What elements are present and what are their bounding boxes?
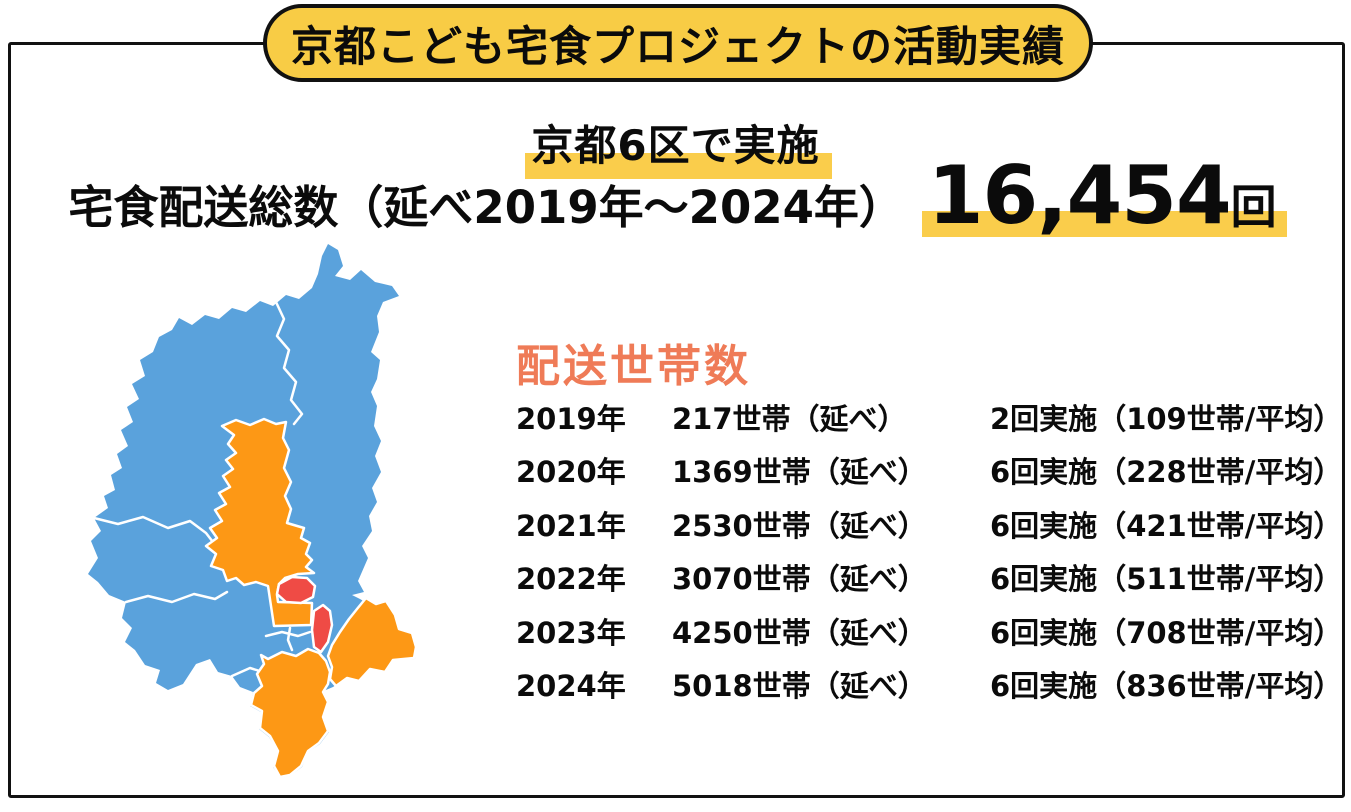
ward-region-east-orange [326,596,418,688]
implemented-wards-text: 京都6区で実施 [525,112,832,179]
header-line1: 京都6区で実施 [0,112,1351,179]
row-year: 2022年 [516,562,626,597]
kyoto-wards-map [88,244,418,779]
ward-region-central-orange [204,417,316,628]
page-title: 京都こども宅食プロジェクトの活動実績 [290,21,1065,71]
row-year: 2020年 [516,455,626,490]
row-sessions-count: 2回実施 [990,401,1098,436]
row-households: 1369世帯（延べ） [672,455,927,490]
delivery-row-2021: 2021年 2530世帯（延べ） 6回実施（421世帯/平均） [516,497,1342,551]
ward-region-red-center [275,575,317,605]
header-line2: 宅食配送総数（延べ2019年～2024年） 16,454回 [0,156,1351,237]
total-count-unit: 回 [1230,180,1277,234]
row-year: 2021年 [516,508,626,543]
row-sessions-count: 6回実施 [990,562,1098,597]
total-deliveries-label: 宅食配送総数（延べ2019年～2024年） [68,181,904,234]
row-year: 2024年 [516,669,626,704]
total-count-value: 16,454 [927,149,1232,242]
row-average: （708世帯/平均） [1097,615,1343,650]
delivery-row-2019: 2019年 217世帯（延べ） 2回実施（109世帯/平均） [516,390,1342,444]
row-average: （421世帯/平均） [1097,508,1343,543]
row-average: （228世帯/平均） [1097,455,1343,490]
row-households: 2530世帯（延べ） [672,508,927,543]
delivery-rows: 2019年 217世帯（延べ） 2回実施（109世帯/平均） 2020年 136… [516,390,1342,712]
delivery-row-2020: 2020年 1369世帯（延べ） 6回実施（228世帯/平均） [516,444,1342,498]
row-sessions-count: 6回実施 [990,615,1098,650]
row-sessions-count: 6回実施 [990,508,1098,543]
ward-region-south-orange [249,647,332,779]
ward-region-red-strip [310,603,334,654]
row-sessions: 6回実施（836世帯/平均） [990,663,1342,705]
delivery-row-2024: 2024年 5018世帯（延べ） 6回実施（836世帯/平均） [516,658,1342,712]
row-households: 3070世帯（延べ） [672,562,927,597]
row-average: （109世帯/平均） [1097,401,1343,436]
row-year: 2023年 [516,615,626,650]
row-average: （836世帯/平均） [1097,669,1343,704]
row-average: （511世帯/平均） [1097,562,1343,597]
row-sessions: 6回実施（421世帯/平均） [990,503,1342,545]
title-badge: 京都こども宅食プロジェクトの活動実績 [263,4,1093,82]
row-sessions: 6回実施（511世帯/平均） [990,556,1342,598]
delivery-row-2022: 2022年 3070世帯（延べ） 6回実施（511世帯/平均） [516,551,1342,605]
total-deliveries-count: 16,454回 [921,156,1287,237]
row-sessions: 2回実施（109世帯/平均） [990,396,1342,438]
delivery-households-heading: 配送世帯数 [516,341,751,392]
row-sessions: 6回実施（228世帯/平均） [990,449,1342,491]
row-households: 4250世帯（延べ） [672,615,927,650]
row-sessions-count: 6回実施 [990,669,1098,704]
row-year: 2019年 [516,401,626,436]
row-sessions-count: 6回実施 [990,455,1098,490]
delivery-row-2023: 2023年 4250世帯（延べ） 6回実施（708世帯/平均） [516,604,1342,658]
row-sessions: 6回実施（708世帯/平均） [990,610,1342,652]
row-households: 217世帯（延べ） [672,401,907,436]
row-households: 5018世帯（延べ） [672,669,927,704]
